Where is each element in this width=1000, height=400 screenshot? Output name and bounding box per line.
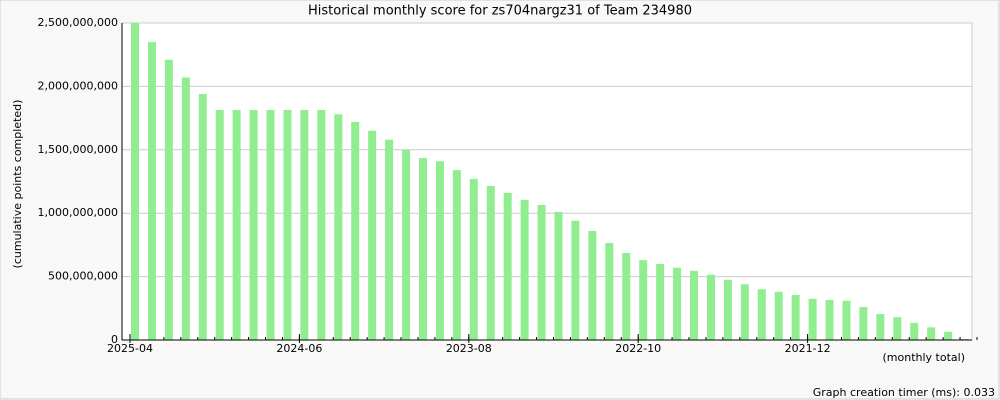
- bar: [944, 331, 953, 340]
- bar: [639, 260, 648, 340]
- x-tick-label: 2024-06: [276, 342, 322, 355]
- bar: [164, 59, 173, 340]
- x-tick-label: 2022-10: [615, 342, 661, 355]
- bar: [656, 263, 665, 340]
- bar: [402, 149, 411, 340]
- bar: [673, 267, 682, 340]
- bar: [690, 270, 699, 340]
- bar: [503, 192, 512, 340]
- bar: [266, 109, 275, 340]
- bar: [961, 338, 970, 340]
- bar: [757, 289, 766, 340]
- bar: [791, 294, 800, 340]
- bar: [537, 204, 546, 340]
- x-tick-label: 2023-08: [446, 342, 492, 355]
- bar: [486, 185, 495, 340]
- y-tick-label: 500,000,000: [48, 270, 118, 283]
- y-tick-label: 1,000,000,000: [38, 206, 118, 219]
- bar: [927, 327, 936, 340]
- y-tick-label: 1,500,000,000: [38, 143, 118, 156]
- bar: [554, 211, 563, 340]
- bar: [452, 170, 461, 340]
- bar: [774, 291, 783, 340]
- bar: [385, 139, 394, 340]
- bar: [876, 314, 885, 340]
- bar: [131, 23, 139, 340]
- bar: [605, 242, 614, 340]
- bar: [215, 109, 224, 340]
- bar: [334, 114, 343, 341]
- bar: [351, 121, 360, 341]
- y-axis-label: (cumulative points completed): [11, 100, 24, 269]
- bar: [520, 199, 529, 340]
- bar: [368, 130, 377, 340]
- bar: [723, 279, 732, 340]
- bar: [571, 220, 580, 340]
- y-tick-label: 2,500,000,000: [38, 16, 118, 29]
- bar: [910, 322, 919, 340]
- x-tick-label: 2021-12: [785, 342, 831, 355]
- y-tick-label: 0: [111, 333, 118, 346]
- bar: [317, 109, 326, 340]
- bar: [232, 109, 241, 340]
- bar: [588, 230, 597, 340]
- bar: [418, 158, 427, 340]
- x-axis-label: (monthly total): [883, 351, 966, 364]
- bar: [893, 317, 902, 340]
- bar: [859, 307, 868, 340]
- plot-area: [121, 22, 973, 341]
- footer: Graph creation timer (ms): 0.033: [813, 386, 995, 399]
- bar: [842, 300, 851, 340]
- bar: [622, 253, 631, 340]
- bar: [283, 109, 292, 340]
- bar: [740, 284, 749, 340]
- bar: [808, 298, 817, 340]
- bar: [469, 178, 478, 340]
- bar: [435, 161, 444, 340]
- bar: [300, 109, 309, 340]
- y-tick-label: 2,000,000,000: [38, 79, 118, 92]
- bar: [147, 42, 156, 341]
- bar: [706, 274, 715, 340]
- bar: [181, 77, 190, 341]
- x-tick-label: 2025-04: [107, 342, 153, 355]
- bar: [198, 94, 207, 341]
- chart-title: Historical monthly score for zs704nargz3…: [308, 4, 692, 19]
- bar: [249, 109, 258, 340]
- bar: [825, 300, 834, 340]
